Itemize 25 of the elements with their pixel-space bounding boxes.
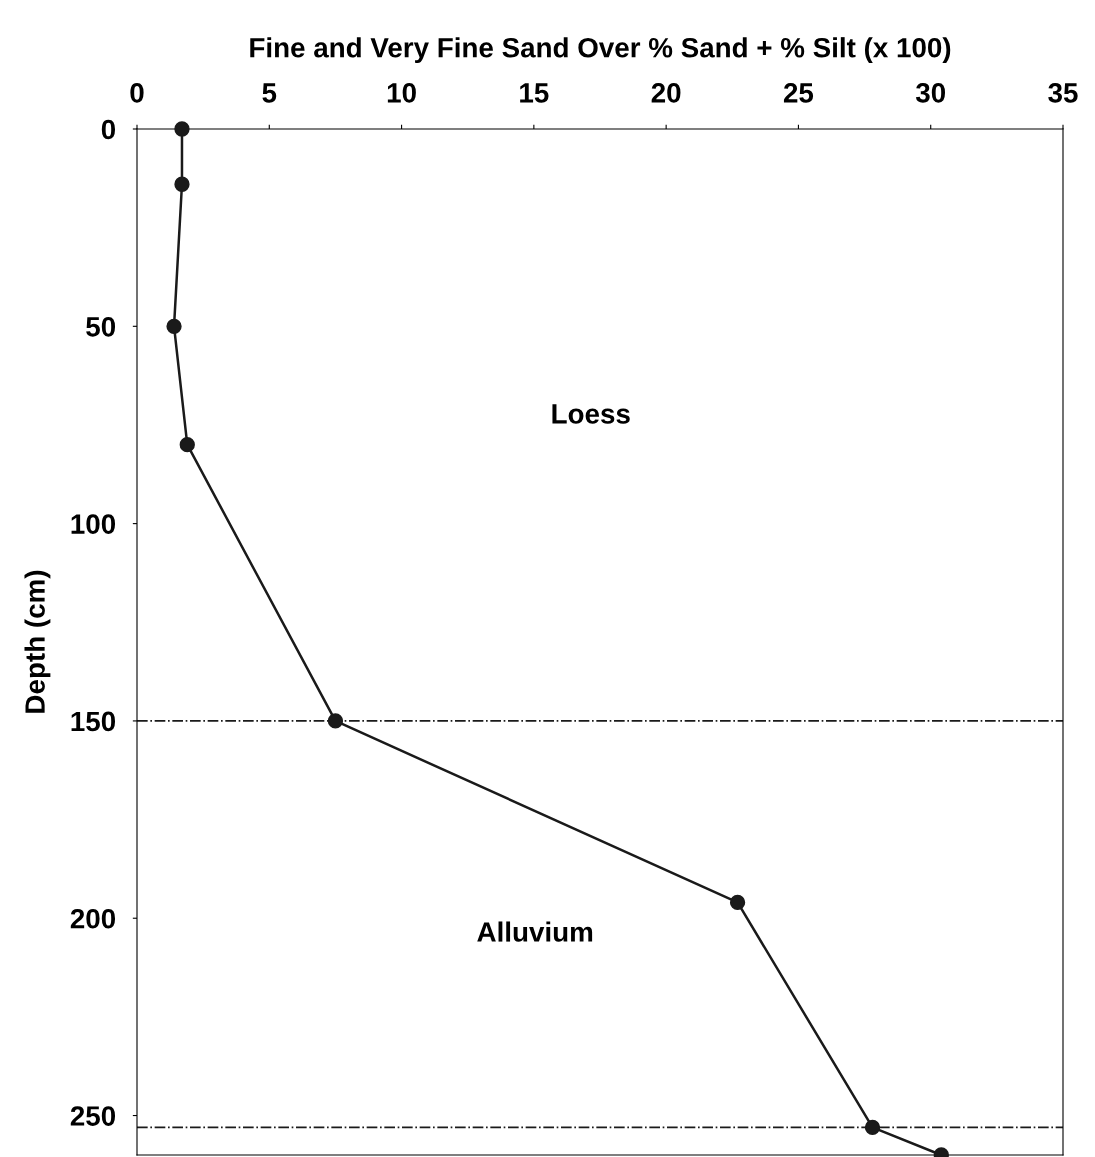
y-axis-title: Depth (cm) <box>24 570 51 713</box>
point <box>174 176 190 192</box>
x-tick-label: 5 <box>262 83 277 103</box>
annotation: Alluvium <box>477 921 593 942</box>
y-tick-label: 50 <box>86 316 116 337</box>
y-tick-label: 200 <box>70 908 116 929</box>
y-tick-label: 150 <box>71 711 116 732</box>
y-tick-label: 0 <box>101 119 116 140</box>
x-tick-label: 10 <box>387 83 416 103</box>
point <box>729 894 746 911</box>
point <box>327 713 344 729</box>
y-tick-label: 100 <box>71 514 116 534</box>
x-axis-title: Fine and Very Fine Sand Over % Sand + % Silt (x 100) <box>250 37 951 64</box>
point <box>174 121 190 137</box>
x-tick-label: 20 <box>651 83 681 103</box>
annotation: Loess <box>552 404 630 424</box>
point <box>864 1119 881 1136</box>
x-tick-label: 25 <box>783 83 814 103</box>
x-tick-label: 35 <box>1048 83 1078 103</box>
y-tick-label: 250 <box>70 1106 116 1126</box>
x-tick-label: 30 <box>915 83 946 103</box>
point <box>179 437 195 453</box>
point <box>166 318 182 334</box>
x-tick-label: 15 <box>520 83 549 103</box>
x-tick-label: 0 <box>130 83 144 103</box>
